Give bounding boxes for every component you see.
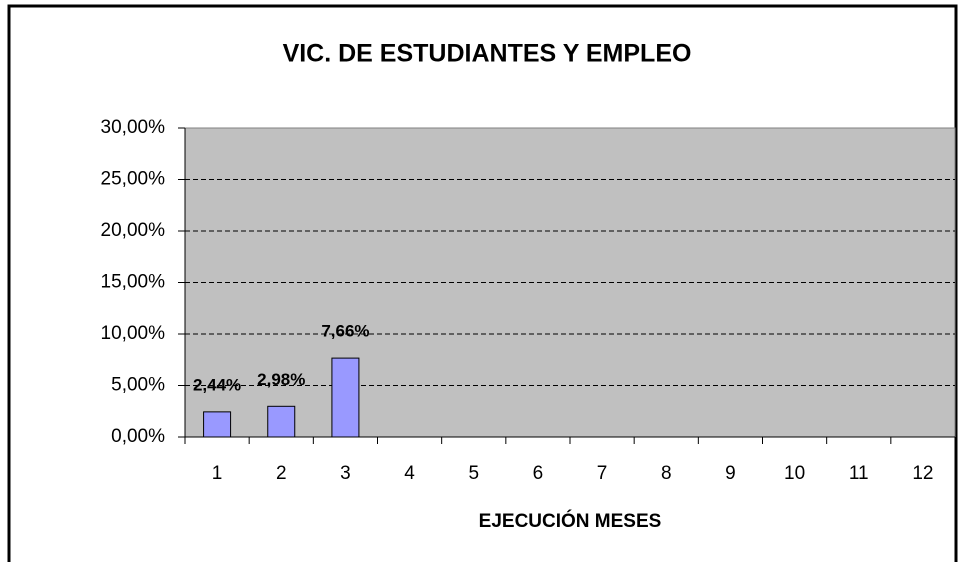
- y-tick-label: 30,00%: [101, 117, 166, 138]
- x-tick-label: 3: [340, 463, 351, 484]
- bar: [203, 411, 232, 438]
- data-label: 2,98%: [257, 370, 305, 389]
- x-tick-label: 9: [725, 463, 736, 484]
- chart-frame: [7, 4, 958, 562]
- x-tick-label: 6: [533, 463, 544, 484]
- y-tick-label: 5,00%: [111, 375, 165, 396]
- data-label: 2,44%: [193, 375, 241, 394]
- bar: [331, 357, 360, 438]
- x-axis-label: EJECUCIÓN MESES: [479, 510, 662, 532]
- x-tick-label: 8: [661, 463, 672, 484]
- x-tick-label: 11: [849, 463, 869, 484]
- x-tick-label: 1: [212, 463, 223, 484]
- x-tick-label: 2: [276, 463, 287, 484]
- bar: [267, 405, 296, 438]
- y-tick-label: 25,00%: [101, 169, 166, 190]
- x-tick-label: 4: [404, 463, 415, 484]
- y-tick-label: 20,00%: [101, 220, 166, 241]
- x-tick-label: 5: [468, 463, 479, 484]
- data-label: 7,66%: [321, 322, 369, 341]
- y-tick-label: 15,00%: [101, 272, 166, 293]
- y-tick-label: 10,00%: [101, 323, 166, 344]
- x-tick-label: 7: [597, 463, 608, 484]
- y-tick-label: 0,00%: [111, 426, 165, 447]
- chart-title: VIC. DE ESTUDIANTES Y EMPLEO: [283, 40, 692, 68]
- x-tick-label: 10: [784, 463, 805, 484]
- x-tick-label: 12: [912, 463, 933, 484]
